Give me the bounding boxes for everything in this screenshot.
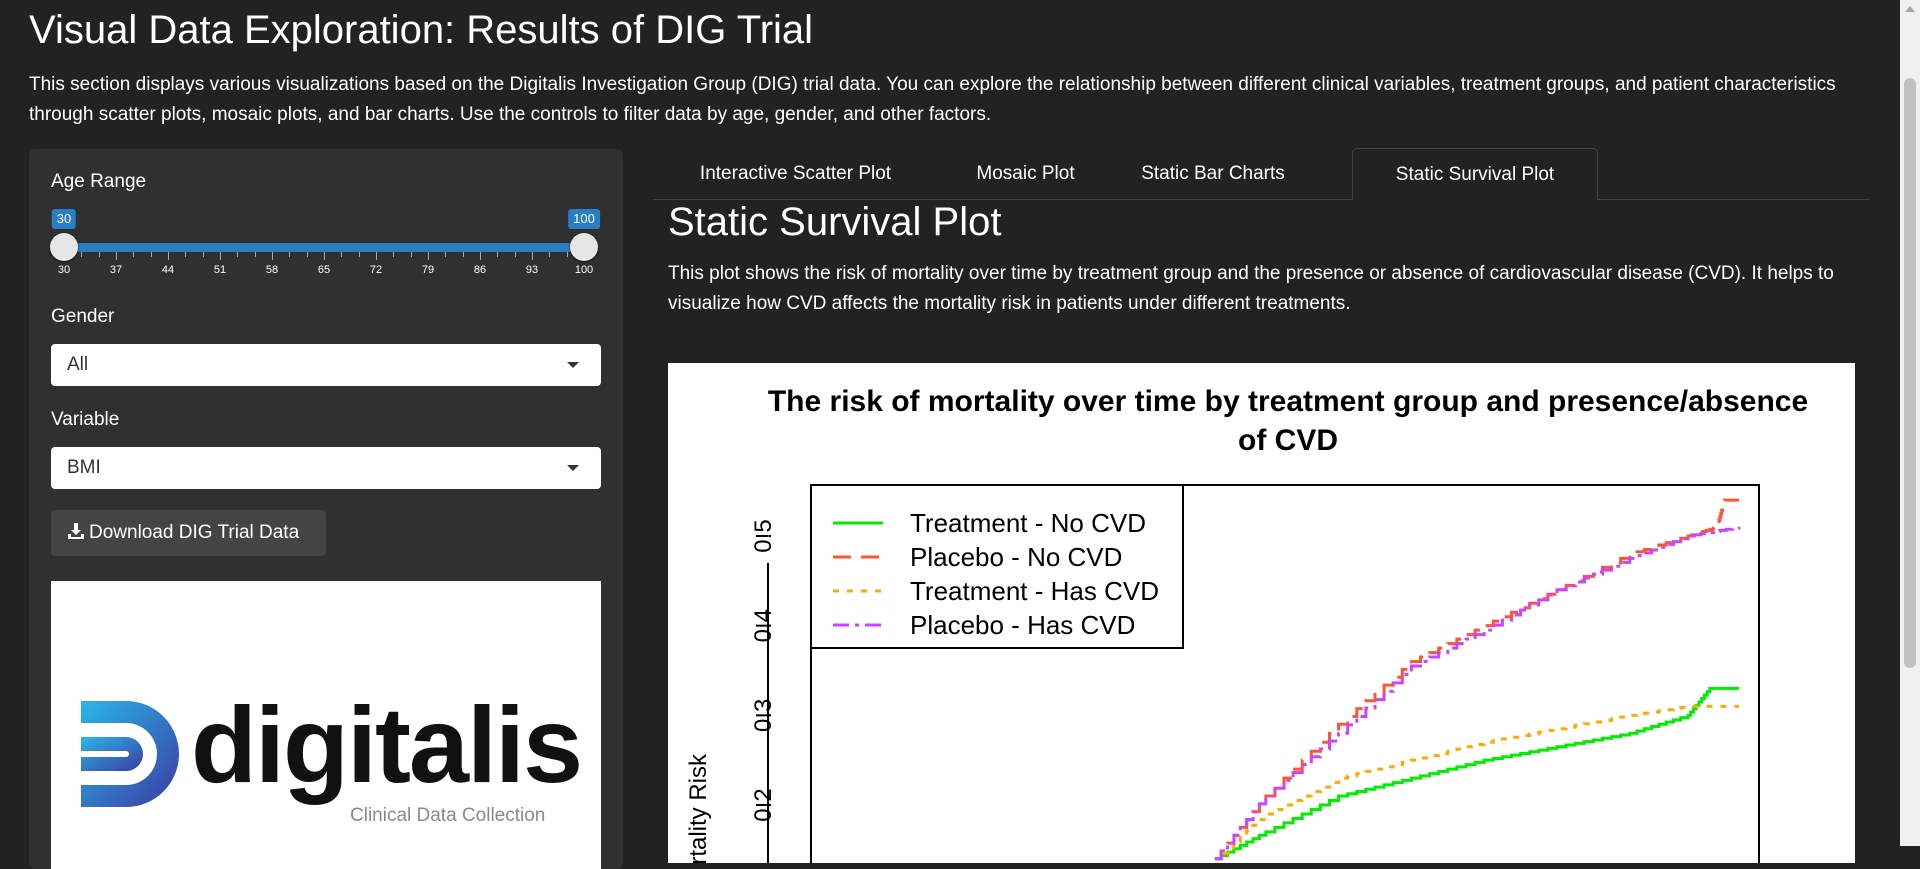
- logo-tagline: Clinical Data Collection: [350, 805, 546, 826]
- slider-tick: [133, 252, 135, 257]
- slider-tick-label: 30: [57, 264, 71, 276]
- tab-interactive-scatter-plot[interactable]: Interactive Scatter Plot: [699, 163, 892, 184]
- sidebar-panel: Age Range 30 100 30 37 44 51 58 65 72 79 86 93 100…: [29, 149, 623, 869]
- chart-series: [1214, 498, 1741, 861]
- tab-bar: Interactive Scatter Plot Mosaic Plot Sta…: [653, 148, 1869, 200]
- slider-tick-label: 79: [421, 264, 435, 276]
- chart-title-line2: of CVD: [1238, 424, 1338, 457]
- panel-title: Static Survival Plot: [668, 200, 1002, 244]
- scrollbar-thumb[interactable]: [1904, 78, 1916, 668]
- survival-chart-svg: The risk of mortality over time by treat…: [685, 385, 1808, 863]
- legend-entry: Treatment - Has CVD: [910, 576, 1159, 606]
- slider-tick: [324, 252, 325, 260]
- slider-tick: [514, 252, 516, 257]
- slider-tick: [497, 252, 499, 257]
- gender-label: Gender: [51, 306, 115, 327]
- tab-static-bar-charts[interactable]: Static Bar Charts: [1141, 163, 1285, 184]
- download-button[interactable]: Download DIG Trial Data: [51, 510, 326, 556]
- slider-tick-label: 86: [473, 264, 487, 276]
- chart-title-line1: The risk of mortality over time by treat…: [768, 385, 1808, 418]
- legend-entry: Placebo - No CVD: [910, 542, 1122, 572]
- series-line-1: [1214, 498, 1739, 861]
- slider-tick-label: 58: [265, 264, 279, 276]
- slider-tick: [480, 252, 481, 260]
- scroll-up-icon[interactable]: [1905, 6, 1915, 12]
- slider-tick: [393, 252, 395, 257]
- slider-tick: [445, 252, 447, 257]
- page-scrollbar[interactable]: [1900, 0, 1920, 846]
- slider-tick: [566, 252, 568, 257]
- digitalis-logo: digitalis Clinical Data Collection: [51, 581, 601, 869]
- page-title: Visual Data Exploration: Results of DIG …: [29, 8, 814, 52]
- slider-tick: [532, 252, 533, 260]
- gender-select-value: All: [67, 354, 89, 375]
- y-tick-label: 0.4: [750, 609, 777, 642]
- legend-entry: Treatment - No CVD: [910, 508, 1146, 538]
- slider-tick: [428, 252, 429, 260]
- y-axis-ticks: 0.2 0.3 0.4 0.5: [750, 519, 777, 821]
- slider-tick: [306, 252, 308, 257]
- slider-tick: [237, 252, 239, 257]
- y-tick-label: 0.5: [750, 519, 777, 552]
- slider-high-handle[interactable]: [570, 233, 598, 261]
- download-icon: [68, 523, 84, 539]
- series-line-0: [1214, 686, 1739, 861]
- slider-tick: [150, 252, 152, 257]
- y-axis-label: Mortality Risk: [685, 753, 712, 863]
- slider-tick: [376, 252, 377, 260]
- y-tick-label: 0.3: [750, 699, 777, 732]
- slider-ticks: [64, 252, 585, 262]
- slider-high-value: 100: [568, 209, 600, 229]
- variable-select-value: BMI: [67, 457, 101, 478]
- slider-tick-label: 100: [574, 264, 594, 276]
- series-line-2: [1214, 704, 1739, 861]
- slider-tick: [289, 252, 291, 257]
- slider-tick-label: 44: [161, 264, 175, 276]
- variable-label: Variable: [51, 409, 120, 430]
- slider-track[interactable]: [64, 243, 584, 252]
- slider-tick: [410, 252, 412, 257]
- legend-entry: Placebo - Has CVD: [910, 610, 1135, 640]
- slider-tick-label: 37: [109, 264, 123, 276]
- slider-tick: [220, 252, 221, 260]
- slider-tick: [185, 252, 187, 257]
- slider-tick-label: 51: [213, 264, 227, 276]
- download-button-label: Download DIG Trial Data: [89, 522, 300, 543]
- series-line-3: [1214, 526, 1741, 861]
- slider-tick: [254, 252, 256, 257]
- chevron-down-icon: [567, 465, 579, 471]
- slider-tick: [81, 252, 83, 257]
- slider-tick: [341, 252, 343, 257]
- tab-mosaic-plot[interactable]: Mosaic Plot: [976, 163, 1075, 184]
- chevron-down-icon: [567, 362, 579, 368]
- slider-tick: [549, 252, 551, 257]
- gender-select[interactable]: All: [51, 344, 601, 386]
- survival-plot: The risk of mortality over time by treat…: [668, 363, 1855, 863]
- slider-tick-label: 93: [525, 264, 539, 276]
- slider-tick: [272, 252, 273, 260]
- logo-wordmark: digitalis: [191, 684, 583, 805]
- slider-tick: [462, 252, 464, 257]
- slider-tick: [116, 252, 117, 260]
- plot-frame: [810, 484, 1760, 863]
- slider-tick: [202, 252, 204, 257]
- age-range-label: Age Range: [51, 171, 147, 192]
- slider-tick-label: 65: [317, 264, 331, 276]
- tab-static-survival-plot[interactable]: Static Survival Plot: [1352, 148, 1598, 200]
- y-tick-label: 0.2: [750, 788, 777, 821]
- legend-box: [810, 484, 1184, 649]
- digitalis-mark-icon: [81, 701, 179, 807]
- panel-description: This plot shows the risk of mortality ov…: [668, 263, 1834, 314]
- slider-tick: [98, 252, 100, 257]
- slider-tick: [168, 252, 169, 260]
- slider-low-handle[interactable]: [50, 233, 78, 261]
- variable-select[interactable]: BMI: [51, 447, 601, 489]
- intro-text: This section displays various visualizat…: [29, 74, 1836, 125]
- slider-tick-label: 72: [369, 264, 383, 276]
- slider-low-value: 30: [51, 209, 77, 229]
- chart-legend: Treatment - No CVD Placebo - No CVD Treatm…: [810, 484, 1184, 649]
- slider-tick: [358, 252, 360, 257]
